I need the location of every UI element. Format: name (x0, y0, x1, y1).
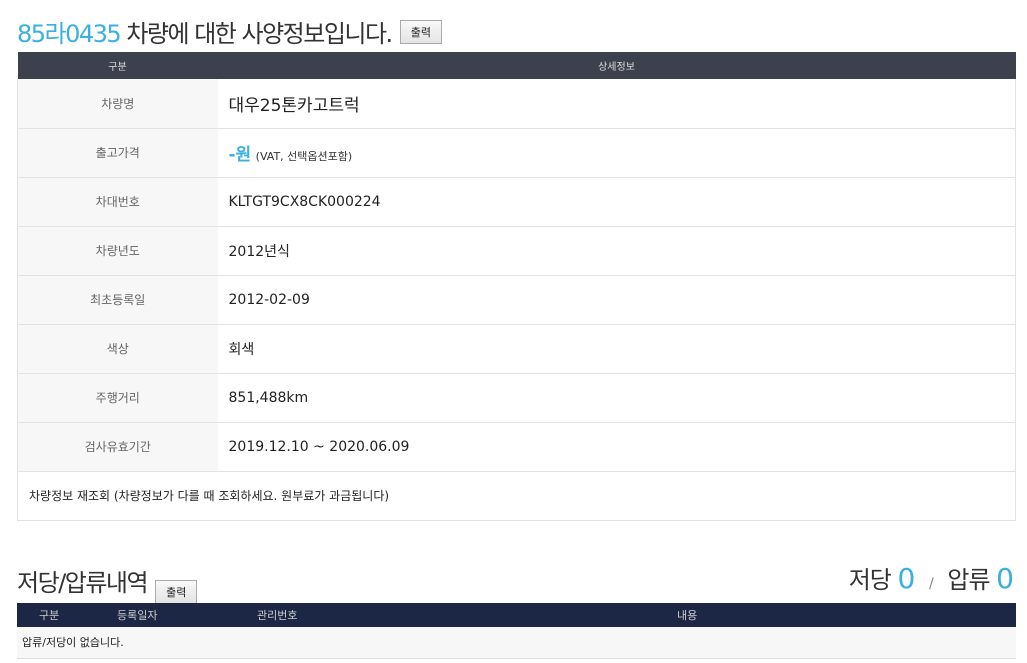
column-header: 등록일자 (97, 603, 257, 627)
plate-number: 85라0435 (17, 20, 122, 48)
column-header: 구분 (17, 52, 218, 79)
row-label: 색상 (17, 324, 218, 374)
requery-link[interactable]: 차량정보 재조회 (차량정보가 다를 때 조회하세요. 원부료가 과금됩니다) (17, 470, 1016, 521)
row-value: 대우25톤카고트럭 (217, 79, 1016, 129)
mortgage-label: 저당 (848, 566, 892, 594)
print-button[interactable]: 출력 (399, 19, 442, 44)
table-row: 최초등록일 2012-02-09 (17, 275, 1016, 325)
price-note: (VAT, 선택옵션포함) (255, 150, 353, 163)
price-value: -원 (228, 145, 252, 165)
lien-counts: 저당 0 / 압류 0 (848, 560, 1014, 595)
row-value: 851,488km (217, 373, 1016, 423)
table-row: 차량명 대우25톤카고트럭 (17, 79, 1016, 129)
lien-print-button[interactable]: 출력 (155, 580, 198, 604)
row-value: 2012-02-09 (217, 275, 1016, 325)
column-header: 내용 (677, 603, 1016, 627)
table-row: 출고가격 -원 (VAT, 선택옵션포함) (17, 128, 1016, 178)
spec-table: 구분 상세정보 차량명 대우25톤카고트럭 출고가격 -원 (VAT, 선택옵션포함)… (17, 52, 1016, 521)
row-value: 회색 (217, 324, 1016, 374)
row-label: 차량명 (17, 79, 218, 129)
column-header: 상세정보 (217, 52, 1016, 79)
row-value: KLTGT9CX8CK000224 (217, 177, 1016, 227)
separator: / (929, 576, 934, 592)
seizure-label: 압류 (947, 566, 990, 594)
table-row: 차량년도 2012년식 (17, 226, 1016, 276)
column-header: 관리번호 (257, 603, 677, 627)
lien-table: 구분 등록일자 관리번호 내용 압류/저당이 없습니다. (17, 603, 1016, 659)
row-label: 출고가격 (17, 128, 218, 178)
seizure-count: 0 (996, 562, 1014, 595)
table-row: 차대번호 KLTGT9CX8CK000224 (17, 177, 1016, 227)
lien-title: 저당/압류내역 출력 (17, 563, 198, 604)
row-value: 2012년식 (217, 226, 1016, 276)
row-label: 차대번호 (17, 177, 218, 227)
lien-title-text: 저당/압류내역 (17, 569, 149, 597)
row-label: 검사유효기간 (17, 422, 218, 472)
row-label: 최초등록일 (17, 275, 218, 325)
table-row: 색상 회색 (17, 324, 1016, 374)
table-row: 주행거리 851,488km (17, 373, 1016, 423)
mortgage-count: 0 (897, 562, 916, 595)
column-header: 구분 (17, 603, 97, 627)
row-label: 주행거리 (17, 373, 218, 423)
page-title: 85라0435 차량에 대한 사양정보입니다. 출력 (17, 14, 442, 49)
title-text: 차량에 대한 사양정보입니다. (126, 20, 393, 48)
table-row: 검사유효기간 2019.12.10 ~ 2020.06.09 (17, 422, 1016, 472)
row-value: 2019.12.10 ~ 2020.06.09 (217, 422, 1016, 472)
row-label: 차량년도 (17, 226, 218, 276)
empty-message: 압류/저당이 없습니다. (17, 627, 1016, 659)
